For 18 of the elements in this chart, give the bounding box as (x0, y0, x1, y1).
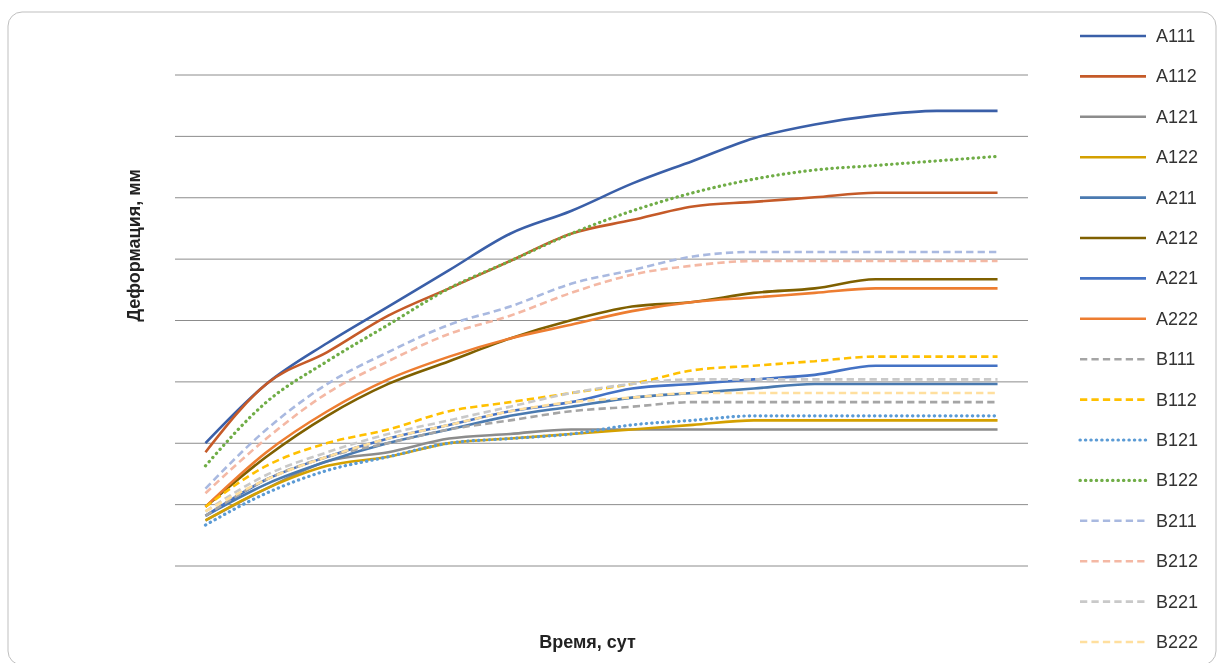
legend-label: A221 (1156, 268, 1199, 289)
legend-label: A222 (1156, 308, 1199, 329)
legend-label: A121 (1156, 106, 1199, 127)
y-axis-title: Деформация, мм (124, 169, 144, 322)
legend-label: B211 (1156, 510, 1197, 531)
legend-label: B222 (1156, 632, 1199, 652)
legend-label: A112 (1156, 66, 1197, 87)
legend-label: A122 (1156, 147, 1199, 168)
legend-label: A211 (1156, 187, 1197, 208)
legend-label: A212 (1156, 228, 1199, 248)
legend-label: B112 (1156, 389, 1197, 410)
legend-label: B212 (1156, 551, 1199, 572)
legend-label: B122 (1156, 470, 1199, 491)
legend-label: B121 (1156, 430, 1199, 450)
x-axis-title: Время, сут (539, 632, 636, 652)
legend-label: B221 (1156, 591, 1199, 612)
legend-label: A111 (1156, 26, 1196, 46)
legend-label: B111 (1156, 349, 1196, 370)
